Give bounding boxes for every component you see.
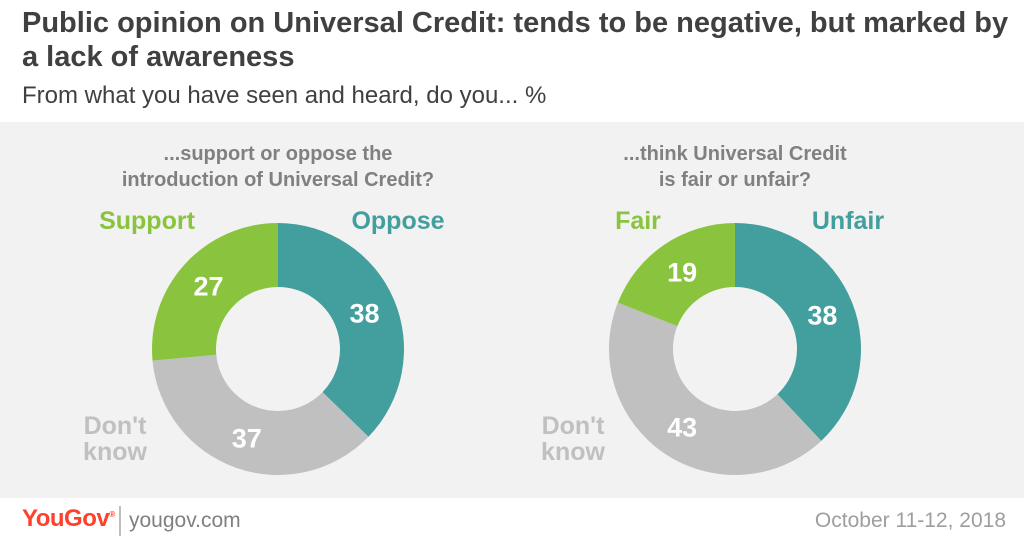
header: Public opinion on Universal Credit: tend… (0, 0, 1024, 122)
slice-label-fair: Fair (615, 207, 661, 235)
donut-support-oppose: ...support or oppose the introduction of … (83, 143, 445, 476)
slice-value-don-t-know: 37 (232, 424, 262, 454)
slice-label-oppose: Oppose (351, 207, 444, 235)
slice-support (152, 223, 278, 361)
slice-unfair (735, 223, 862, 441)
footer-divider (119, 506, 121, 536)
slice-oppose (278, 223, 404, 437)
donut-title: ...think Universal Credit is fair or unfa… (623, 143, 847, 191)
slice-label-don-t-know: Don't know (83, 412, 147, 466)
slice-label-unfair: Unfair (812, 207, 885, 235)
slice-value-support: 27 (194, 272, 224, 302)
slice-value-oppose: 38 (350, 298, 380, 328)
donut-fair-unfair: ...think Universal Credit is fair or unfa… (541, 143, 885, 476)
slice-label-support: Support (99, 207, 195, 235)
yougov-logo: YouGov® (22, 505, 115, 532)
footer-site[interactable]: yougov.com (129, 509, 241, 532)
slice-don-t-know (608, 302, 822, 476)
donut-title: ...support or oppose the introduction of … (122, 143, 434, 191)
slice-value-fair: 19 (667, 257, 697, 287)
slice-value-don-t-know: 43 (667, 413, 697, 443)
slice-don-t-know (152, 354, 369, 476)
slice-fair (617, 223, 735, 327)
slice-label-don-t-know: Don't know (541, 412, 605, 466)
chart-subtitle: From what you have seen and heard, do yo… (22, 82, 547, 109)
donut-charts: ...support or oppose the introduction of … (83, 143, 885, 476)
footer-date: October 11-12, 2018 (814, 509, 1006, 532)
slice-value-unfair: 38 (807, 300, 837, 330)
chart-title: Public opinion on Universal Credit: tend… (22, 7, 1009, 73)
